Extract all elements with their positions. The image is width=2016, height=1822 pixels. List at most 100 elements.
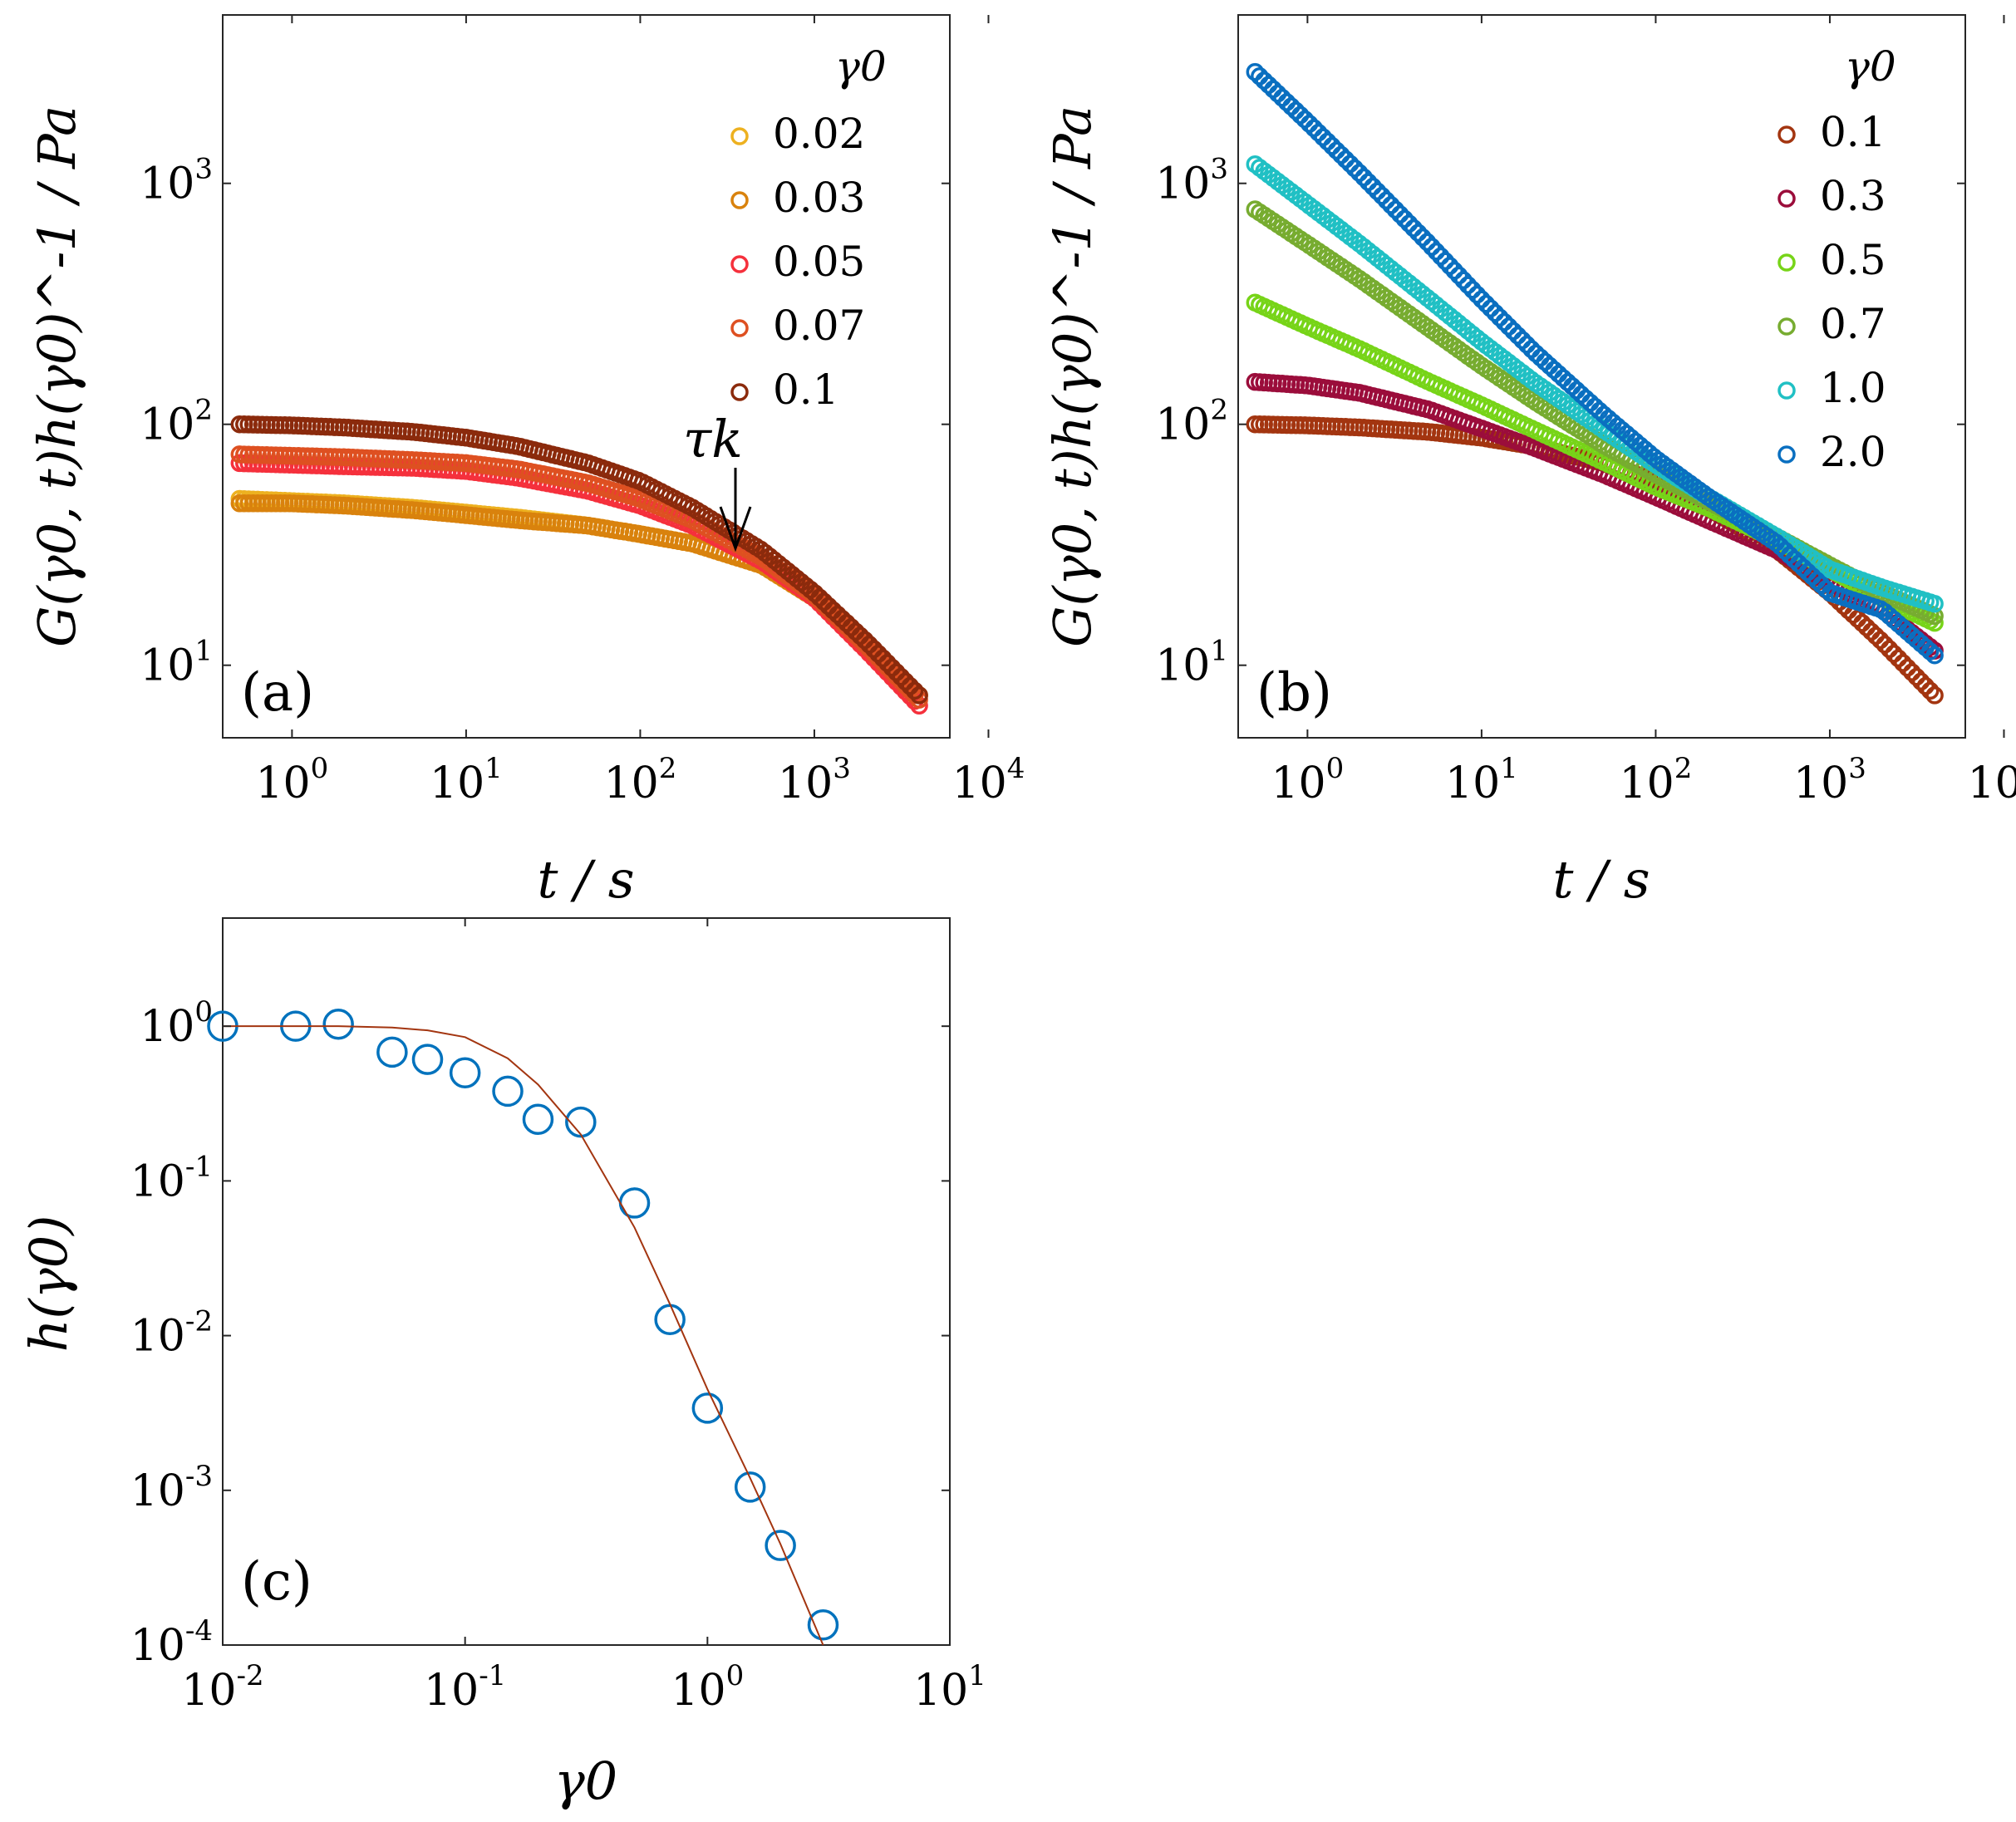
y-tick-label: 103 [140, 153, 213, 209]
data-point [1418, 233, 1437, 252]
y-tick-label: 100 [140, 995, 213, 1052]
x-tick-label: 10-2 [181, 1659, 263, 1716]
panel-a-xlabel: t / s [537, 849, 634, 910]
data-point [1880, 640, 1899, 659]
data-point [1327, 141, 1346, 160]
data-point [1504, 322, 1522, 341]
data-point [1903, 663, 1921, 681]
data-point [1482, 299, 1500, 317]
panel-c-frame [222, 917, 951, 1646]
legend-marker [730, 127, 749, 145]
panel-c-label: (c) [241, 1551, 312, 1613]
x-tick-label: 102 [1620, 752, 1693, 808]
data-point [1368, 182, 1387, 200]
panel-a-legend-title: γ0 [835, 42, 887, 91]
data-point [1911, 672, 1930, 691]
data-point [1373, 186, 1391, 205]
data-point [1925, 686, 1944, 705]
data-point [1395, 209, 1414, 228]
data-point [411, 1044, 444, 1075]
data-point [691, 1392, 724, 1424]
data-point [1309, 123, 1328, 142]
data-point [1409, 223, 1428, 242]
panel-b-legend: 0.1 0.3 0.5 0.7 1.0 2.0 [1778, 108, 1886, 476]
legend-marker [1778, 125, 1796, 144]
data-point [1382, 196, 1400, 214]
legend-marker [1778, 317, 1796, 336]
x-tick-label: 101 [430, 752, 503, 808]
data-point [1359, 173, 1378, 191]
data-point [1386, 200, 1405, 219]
panel-c-xlabel: γ0 [554, 1751, 618, 1811]
data-point [878, 654, 897, 672]
data-point [1345, 159, 1364, 178]
legend-entry: 0.1 [1820, 108, 1886, 156]
data-point [896, 672, 915, 691]
data-point [892, 667, 911, 686]
data-point [1894, 654, 1912, 672]
data-point [1454, 271, 1473, 290]
data-point [565, 1106, 597, 1138]
data-point [888, 663, 906, 681]
panel-b-plot [1246, 62, 1944, 705]
legend-entry: 0.7 [1820, 300, 1886, 348]
data-point [1925, 646, 1944, 665]
data-point [1477, 295, 1496, 313]
data-point [910, 686, 928, 705]
x-tick-label: 100 [1271, 752, 1344, 808]
data-point [873, 649, 892, 668]
data-point [1336, 150, 1355, 169]
tau-k-annotation: τk [683, 409, 743, 469]
data-point [864, 640, 883, 659]
data-point [1350, 164, 1369, 182]
data-point [734, 1471, 766, 1503]
data-point [1318, 132, 1337, 151]
data-point [1473, 290, 1491, 309]
panel-c-ylabel: h(γ0) [18, 1215, 79, 1353]
legend-marker [730, 191, 749, 209]
legend-entry: 0.1 [773, 366, 839, 414]
data-point [807, 1608, 839, 1641]
y-tick-label: 10-3 [130, 1460, 213, 1516]
legend-entry: 0.02 [773, 110, 865, 158]
data-point [1423, 238, 1441, 256]
panel-c-plot [207, 1009, 839, 1646]
panel-b-frame [1237, 14, 1966, 739]
data-point [618, 1187, 651, 1219]
legend-entry: 1.0 [1820, 364, 1886, 412]
legend-marker [730, 383, 749, 401]
data-point [1432, 247, 1450, 266]
x-tick-label: 100 [671, 1659, 744, 1716]
data-point [1323, 137, 1341, 155]
legend-marker [1778, 253, 1796, 272]
legend-entry: 0.5 [1820, 236, 1886, 284]
panel-a-frame [222, 14, 951, 739]
y-tick-label: 10-1 [130, 1150, 213, 1206]
tau-k-arrow [719, 468, 752, 552]
data-point [1355, 168, 1373, 187]
data-point [1436, 252, 1455, 271]
legend-entry: 0.3 [1820, 172, 1886, 220]
data-point [905, 681, 924, 700]
data-point [1871, 631, 1890, 650]
x-tick-label: 101 [1445, 752, 1518, 808]
x-tick-label: 104 [952, 752, 1025, 808]
data-point [1364, 177, 1382, 196]
data-point [1925, 594, 1944, 613]
y-tick-label: 103 [1155, 153, 1228, 209]
data-point [901, 677, 919, 695]
data-point [1463, 281, 1482, 299]
panel-c: 10-2 10-1 100 101 10-4 10-3 10-2 10-1 100 γ0 h(γ… [18, 917, 986, 1811]
y-tick-label: 10-4 [130, 1614, 213, 1671]
data-point [654, 1304, 686, 1335]
panel-a-ticks: 100 101 102 103 104 101 102 103 [140, 15, 1025, 808]
data-point [1889, 649, 1908, 668]
panel-b-ylabel: G(γ0, t)h(γ0)^-1 / Pa [1042, 106, 1103, 647]
data-point [1508, 327, 1527, 345]
data-point [1817, 580, 1836, 598]
data-point [1314, 128, 1332, 146]
data-point [1377, 191, 1396, 210]
data-point [855, 631, 874, 650]
y-tick-label: 101 [1155, 635, 1228, 691]
legend-entry: 2.0 [1820, 428, 1886, 476]
